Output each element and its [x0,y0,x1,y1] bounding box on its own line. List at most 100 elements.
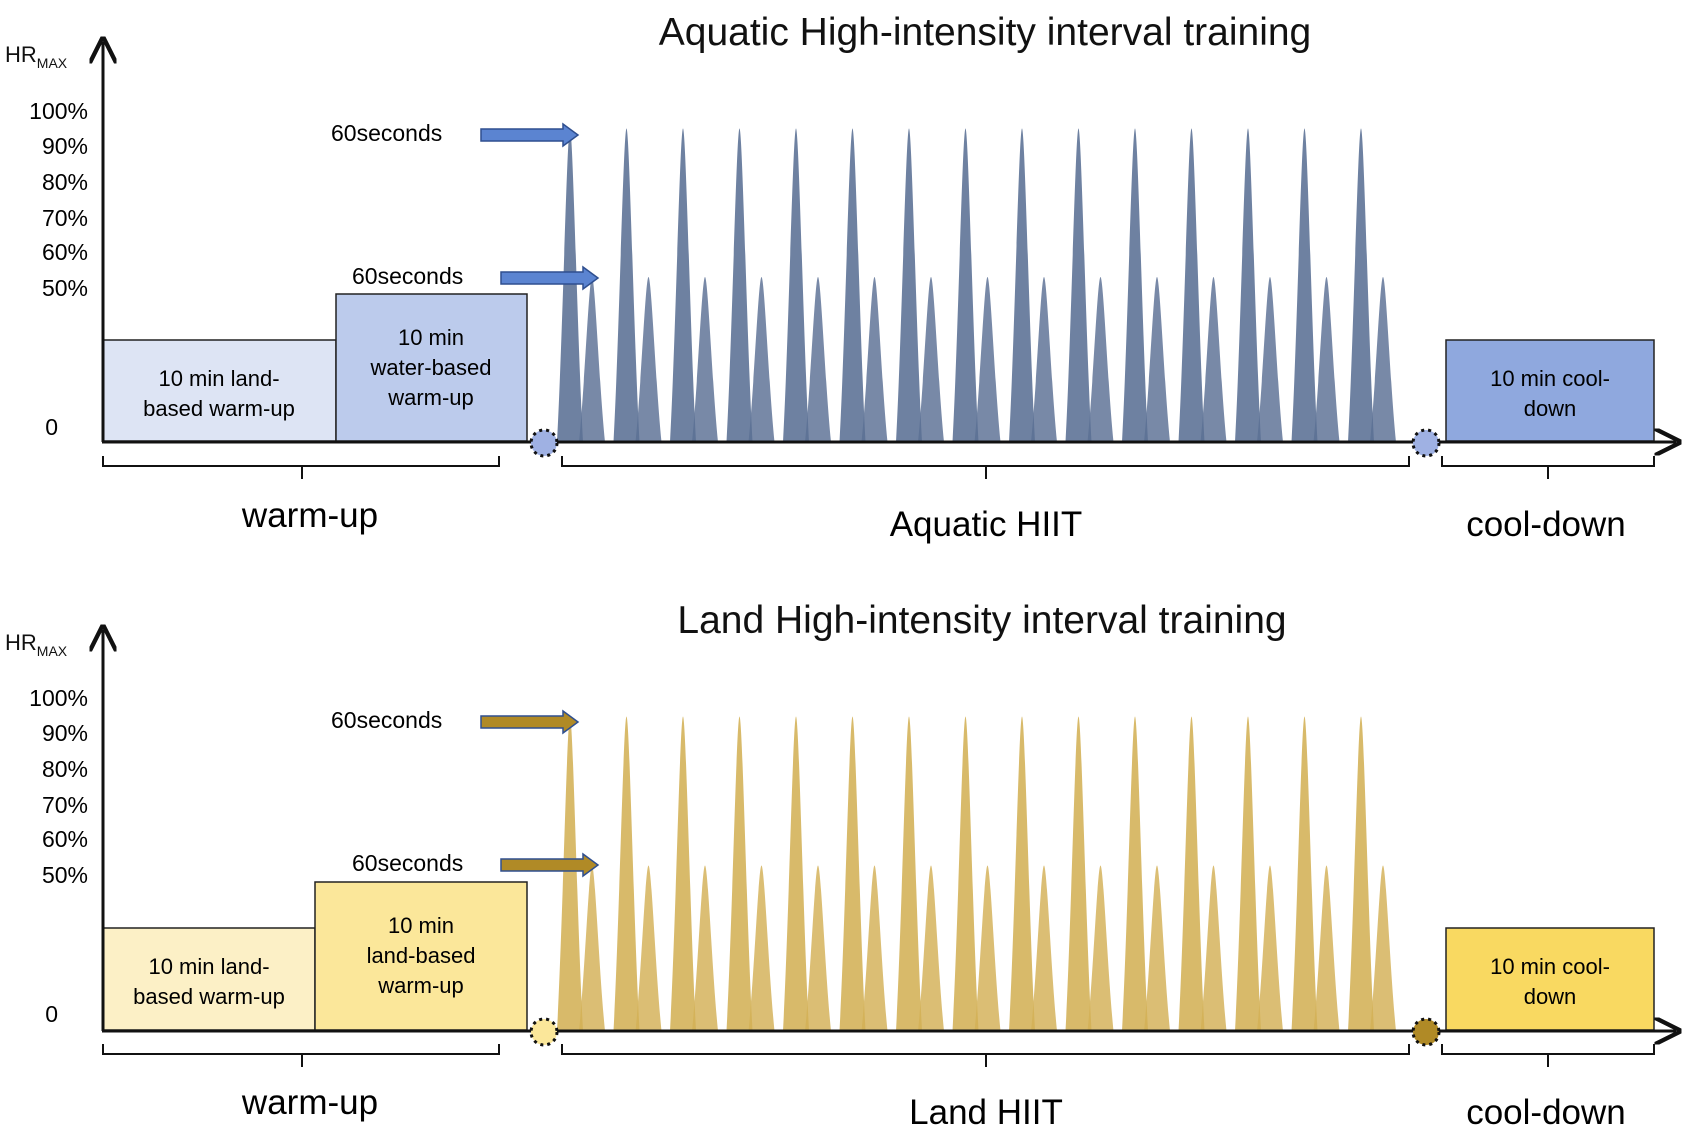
low-intensity-peak [748,865,775,1031]
y-tick-labels: 100% 90% 80% 70% 60% 50% 0 [29,98,88,440]
low-intensity-peak [1031,277,1057,442]
high-intensity-peak [1009,128,1035,442]
warm-up-bracket [102,1044,500,1067]
y-tick-label: 90% [42,720,88,746]
warm-up-bracket [102,456,500,479]
low-intensity-peak [1200,865,1227,1031]
low-intensity-peak [1370,277,1396,442]
phase-label: cool-down [1466,505,1626,544]
warm-up-block-water [335,293,528,442]
y-axis-label: HRMAX [5,630,68,659]
cool-down-block [1445,339,1655,442]
warm-up-block-land-2 [314,881,528,1031]
y-tick-label: 0 [45,414,58,440]
low-intensity-peak [1031,865,1057,1031]
high-intensity-peak [726,716,753,1031]
high-intensity-peak [1065,716,1092,1031]
arrow-label: 60seconds [352,850,463,876]
cool-down-block [1445,927,1655,1031]
phase-label: warm-up [241,496,378,535]
low-intensity-peak [974,277,1001,442]
right-arrow-icon [500,265,600,291]
block-label: 10 min land-based warm-up [143,366,295,421]
high-intensity-peak [613,128,640,442]
phase-label: warm-up [241,1083,378,1122]
low-intensity-peak [1200,277,1227,442]
block-label: 10 min land-based warm-up [133,954,285,1009]
high-intensity-peak [1065,128,1092,442]
low-intensity-peak [805,277,831,442]
transition-marker [1411,1017,1441,1047]
low-intensity-peak [861,865,888,1031]
low-intensity-peak [1257,865,1283,1031]
high-intensity-peak [1122,716,1148,1031]
cool-down-bracket [1441,456,1655,479]
high-intensity-peak [557,716,583,1031]
cool-down-bracket [1441,1044,1655,1067]
low-intensity-peak [692,865,718,1031]
phase-label: Land HIIT [909,1093,1063,1131]
y-tick-label: 50% [42,275,88,301]
low-intensity-peak [692,277,718,442]
high-intensity-peak [1235,128,1261,442]
high-intensity-peak [1348,128,1374,442]
sixty-second-arrows: 60seconds 60seconds [331,707,600,878]
panel-aquatic: Aquatic High-intensity interval training… [5,11,1676,544]
high-intensity-peak [839,128,866,442]
low-intensity-peak [1144,277,1170,442]
interval-peaks [557,716,1396,1031]
y-tick-label: 0 [45,1001,58,1027]
y-tick-label: 80% [42,169,88,195]
panel-title: Aquatic High-intensity interval training [659,11,1312,54]
low-intensity-peak [1370,865,1396,1031]
hiit-bracket [561,1044,1410,1067]
low-intensity-peak [1257,277,1283,442]
low-intensity-peak [918,277,944,442]
intensity-blocks: 10 min land-based warm-up 10 min land-bas… [102,881,1655,1031]
y-tick-label: 100% [29,98,88,124]
high-intensity-peak [896,128,922,442]
low-intensity-peak [918,865,944,1031]
high-intensity-peak [613,716,640,1031]
low-intensity-peak [974,865,1001,1031]
block-label: 10 min land-based warm-up [367,913,476,998]
y-tick-label: 70% [42,792,88,818]
panel-title: Land High-intensity interval training [677,599,1286,642]
high-intensity-peak [1178,128,1205,442]
low-intensity-peak [1087,277,1114,442]
high-intensity-peak [1291,128,1318,442]
block-label: 10 min water-based warm-up [369,325,491,410]
high-intensity-peak [1122,128,1148,442]
high-intensity-peak [557,128,583,442]
transition-marker [529,1017,559,1047]
y-tick-label: 60% [42,239,88,265]
high-intensity-peak [952,716,979,1031]
high-intensity-peak [896,716,922,1031]
low-intensity-peak [635,277,662,442]
low-intensity-peak [1144,865,1170,1031]
phase-label: cool-down [1466,1093,1626,1131]
block-label: 10 min cool-down [1490,954,1610,1009]
high-intensity-peak [670,128,696,442]
intensity-blocks: 10 min land-based warm-up 10 min water-ba… [102,293,1655,442]
low-intensity-peak [805,865,831,1031]
sixty-second-arrows: 60seconds 60seconds [331,120,600,291]
arrow-label: 60seconds [331,707,442,733]
interval-peaks [557,128,1396,442]
high-intensity-peak [670,716,696,1031]
y-tick-label: 70% [42,205,88,231]
low-intensity-peak [1087,865,1114,1031]
transition-marker [529,428,559,458]
phase-brackets: warm-up Aquatic HIIT cool-down [102,456,1655,544]
right-arrow-icon [500,852,600,878]
hiit-bracket [561,456,1410,479]
low-intensity-peak [1313,865,1340,1031]
low-intensity-peak [861,277,888,442]
high-intensity-peak [952,128,979,442]
right-arrow-icon [480,122,580,148]
warm-up-block-land [102,927,316,1031]
high-intensity-peak [839,716,866,1031]
y-tick-label: 100% [29,685,88,711]
high-intensity-peak [1348,716,1374,1031]
